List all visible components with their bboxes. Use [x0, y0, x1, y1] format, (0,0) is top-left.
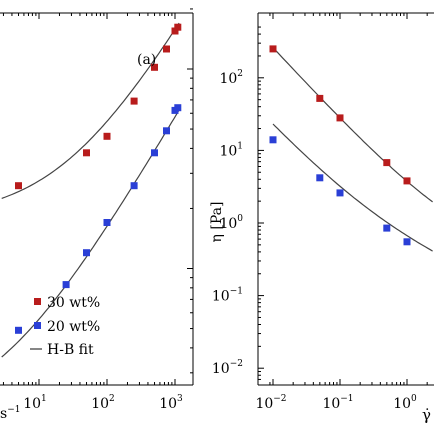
left-point-series-1 — [151, 149, 158, 157]
legend-label-30wt: 30 wt% — [47, 295, 100, 311]
left-x-tick-label-base: 10 — [91, 396, 109, 412]
right-x-tick-label-base: 10 — [255, 396, 273, 412]
left-panel-ticks — [2, 8, 193, 385]
right-point-series-0 — [316, 94, 324, 102]
legend: 30 wt% 20 wt% H-B fit — [30, 295, 100, 358]
left-panel: (a) 101 102 103 s−1 30 wt% 20 wt% H-B fit — [0, 8, 194, 422]
right-x-tick-label-exp: −1 — [340, 394, 353, 404]
right-y-tick-label-exp: 1 — [237, 141, 243, 151]
right-point-series-1 — [403, 238, 411, 246]
left-panel-xlabel-exp: −1 — [7, 405, 20, 415]
legend-label-20wt: 20 wt% — [47, 319, 100, 335]
left-point-series-0 — [130, 97, 138, 105]
right-panel-xlabel: γ̇ — [422, 406, 431, 424]
right-y-tick-label-base: 10 — [219, 216, 237, 232]
right-panel-points — [269, 45, 411, 246]
right-y-tick-label-base: 10 — [212, 289, 230, 305]
right-point-series-0 — [383, 159, 391, 167]
right-point-series-1 — [383, 224, 391, 232]
right-y-tick-label-base: 10 — [219, 143, 237, 159]
legend-marker-30wt — [34, 298, 41, 305]
right-point-series-1 — [336, 189, 344, 197]
right-y-tick-label: 101 — [219, 141, 243, 159]
left-x-tick-label: 103 — [159, 394, 183, 412]
fit-line-20wt-viscosity — [272, 123, 433, 252]
left-x-tick-label-base: 10 — [23, 396, 41, 412]
left-panel-fits — [1, 22, 180, 358]
right-panel-ticks — [258, 13, 428, 385]
fit-line-20wt — [1, 109, 180, 358]
left-x-tick-label-exp: 2 — [109, 394, 115, 404]
right-x-tick-label-base: 10 — [393, 396, 411, 412]
right-y-tick-label-exp: −1 — [230, 287, 243, 297]
right-y-tick-label-exp: 0 — [237, 214, 243, 224]
left-panel-xlabel-fragment: s−1 — [0, 405, 20, 422]
right-panel-x-tick-labels: 10−2 10−1 100 — [255, 394, 417, 412]
left-point-series-0 — [174, 23, 182, 31]
left-point-series-1 — [103, 219, 111, 226]
left-panel-xlabel-base: s — [0, 406, 7, 422]
right-x-tick-label-base: 10 — [322, 396, 340, 412]
left-point-series-1 — [130, 182, 138, 190]
right-x-tick-label-exp: 0 — [411, 394, 417, 404]
legend-label-fit: H-B fit — [47, 342, 94, 358]
right-x-tick-label: 10−1 — [322, 394, 353, 412]
right-y-tick-label: 10−1 — [212, 287, 243, 305]
right-panel-ylabel: η [Pa] — [209, 202, 225, 243]
left-x-tick-label-exp: 3 — [177, 394, 183, 404]
right-point-series-1 — [269, 136, 277, 144]
left-point-series-0 — [163, 45, 170, 53]
right-point-series-0 — [269, 45, 277, 53]
left-point-series-1 — [15, 326, 22, 334]
left-panel-x-tick-labels: 101 102 103 — [23, 394, 183, 412]
left-point-series-0 — [151, 63, 158, 71]
right-point-series-0 — [403, 177, 411, 185]
right-panel-fits — [272, 47, 433, 252]
left-point-series-1 — [163, 127, 170, 135]
right-y-tick-label-base: 10 — [219, 71, 237, 87]
right-point-series-1 — [316, 174, 324, 182]
right-x-tick-label: 10−2 — [255, 394, 286, 412]
fit-line-30wt — [1, 22, 180, 199]
right-y-tick-label-exp: −2 — [230, 359, 243, 369]
right-x-tick-label-exp: −2 — [273, 394, 286, 404]
legend-marker-20wt — [34, 322, 41, 329]
left-point-series-1 — [83, 249, 90, 257]
right-y-tick-label-base: 10 — [212, 361, 230, 377]
left-point-series-1 — [174, 104, 182, 112]
right-point-series-0 — [336, 114, 344, 122]
right-y-tick-label-exp: 2 — [237, 69, 243, 79]
right-x-tick-label: 100 — [393, 394, 417, 412]
left-point-series-0 — [103, 132, 111, 140]
left-x-tick-label-base: 10 — [159, 396, 177, 412]
left-point-series-0 — [171, 27, 179, 35]
left-x-tick-label: 101 — [23, 394, 47, 412]
left-point-series-0 — [15, 182, 22, 190]
left-x-tick-label: 102 — [91, 394, 115, 412]
left-panel-points — [15, 23, 182, 334]
left-panel-label: (a) — [137, 52, 156, 68]
left-x-tick-label-exp: 1 — [41, 394, 47, 404]
right-y-tick-label: 100 — [219, 214, 243, 232]
right-y-tick-label: 10−2 — [212, 359, 243, 377]
left-point-series-1 — [62, 281, 70, 289]
left-point-series-0 — [83, 149, 90, 157]
right-y-tick-label: 102 — [219, 69, 243, 87]
